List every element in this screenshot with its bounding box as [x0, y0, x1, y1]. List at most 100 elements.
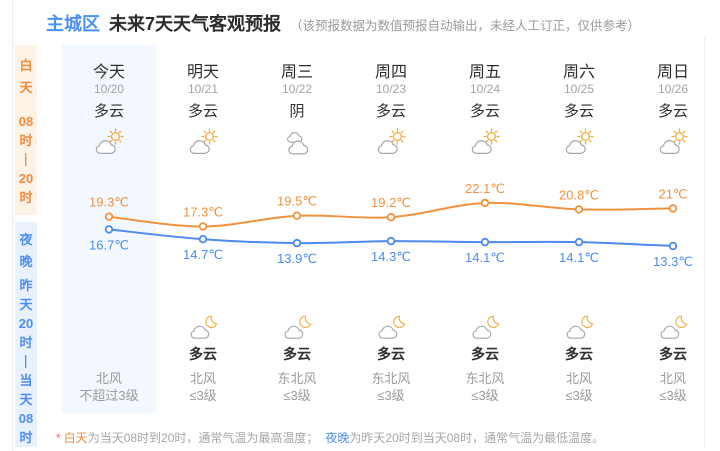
day-time-char: 20: [18, 171, 34, 186]
cloudy-night-icon: [250, 310, 344, 340]
day-date: 10/26: [657, 82, 689, 96]
night-time-char: 时: [19, 335, 33, 350]
day-name: 明天: [186, 64, 219, 81]
night-weather-text: 多云: [377, 346, 405, 362]
right-divider: [704, 38, 705, 447]
svg-text:22.1℃: 22.1℃: [465, 181, 505, 196]
night-time-char: 20: [18, 316, 34, 331]
wind-direction: 北风: [659, 371, 686, 386]
day-weather-text: 多云: [563, 103, 594, 120]
night-weather-text: 多云: [659, 346, 687, 362]
night-time-char: 当: [19, 373, 33, 388]
wind-info: 北风 ≤3级: [156, 370, 250, 404]
wind-direction: 东北风: [277, 371, 317, 386]
day-column[interactable]: 周日 10/26 多云 多云 北风 ≤3级: [626, 45, 720, 413]
svg-text:13.9℃: 13.9℃: [277, 251, 317, 266]
dash-icon: —: [18, 153, 34, 166]
wind-info: 北风 不超过3级: [62, 370, 156, 404]
day-name: 周三: [280, 64, 313, 81]
cloudy-night-icon: [344, 310, 438, 340]
footnote-day-term: 白天: [63, 431, 88, 445]
day-column[interactable]: 周四 10/23 多云 多云 东北风 ≤3级: [344, 45, 438, 413]
day-label-char: 白: [19, 58, 33, 73]
page-title: 未来7天天气客观预报: [109, 14, 282, 34]
wind-level: ≤3级: [189, 388, 217, 403]
night-weather-icon: [62, 310, 156, 340]
day-date: 10/20: [93, 82, 125, 96]
day-weather-text: 多云: [469, 103, 500, 120]
daytime-axis-label: 白 天 08 时 — 20 时: [15, 45, 37, 215]
day-time-char: 08: [18, 114, 34, 129]
wind-info: 东北风 ≤3级: [344, 370, 438, 404]
night-time-char: 时: [19, 430, 33, 445]
day-label-char: 天: [19, 80, 33, 95]
day-weather-text: 阴: [289, 103, 305, 120]
night-axis-label: 夜 晚 昨 天 20 时 — 当 天 08 时: [15, 222, 37, 447]
svg-text:14.7℃: 14.7℃: [183, 247, 223, 262]
cloudy-night-icon: [156, 310, 250, 340]
day-time-char: 时: [19, 190, 33, 205]
night-weather-text: 多云: [189, 346, 217, 362]
day-column[interactable]: 周六 10/25 多云 多云 北风 ≤3级: [532, 45, 626, 413]
svg-text:19.3℃: 19.3℃: [89, 195, 129, 210]
night-weather-text: [62, 340, 156, 364]
wind-info: 北风 ≤3级: [626, 370, 720, 404]
wind-level: ≤3级: [377, 388, 405, 403]
partly-cloudy-day-icon: [438, 122, 532, 160]
day-date: 10/23: [375, 82, 407, 96]
day-date: 10/24: [469, 82, 501, 96]
cloudy-night-icon: [438, 310, 532, 340]
forecast-columns: 今天 10/20 多云 北风 不超过3级 明天 10/21 多云 多云 北风 ≤…: [62, 45, 720, 413]
wind-direction: 北风: [189, 371, 216, 386]
wind-info: 东北风 ≤3级: [250, 370, 344, 404]
partly-cloudy-day-icon: [62, 122, 156, 160]
night-weather-text: 多云: [565, 346, 593, 362]
day-column[interactable]: 周三 10/22 阴 多云 东北风 ≤3级: [250, 45, 344, 413]
footnote-day-text: 为当天08时到20时，通常气温为最高温度；: [87, 431, 319, 445]
day-name: 周日: [656, 64, 689, 81]
footnote-night-term: 夜晚: [325, 431, 350, 445]
svg-text:21℃: 21℃: [658, 186, 687, 201]
wind-level: ≤3级: [283, 388, 311, 403]
day-name: 周五: [468, 64, 501, 81]
day-name: 周四: [374, 64, 407, 81]
svg-text:14.1℃: 14.1℃: [465, 250, 505, 265]
wind-info: 北风 ≤3级: [532, 370, 626, 404]
day-date: 10/21: [187, 82, 219, 96]
night-time-char: 天: [19, 297, 33, 312]
disclaimer-text: （该预报数据为数值预报自动输出，未经人工订正，仅供参考）: [290, 19, 641, 33]
night-time-char: 昨: [19, 278, 33, 293]
night-label-char: 晚: [19, 254, 33, 269]
partly-cloudy-day-icon: [344, 122, 438, 160]
day-date: 10/22: [281, 82, 313, 96]
cloudy-night-icon: [626, 310, 720, 340]
overcast-icon: [250, 122, 344, 160]
wind-level: ≤3级: [471, 388, 499, 403]
left-divider: [12, 0, 13, 451]
day-weather-text: 多云: [375, 103, 406, 120]
svg-text:19.5℃: 19.5℃: [277, 194, 317, 209]
night-label-char: 夜: [19, 232, 33, 247]
region-label[interactable]: 主城区: [46, 14, 100, 34]
wind-direction: 北风: [565, 371, 592, 386]
day-time-char: 时: [19, 133, 33, 148]
day-name: 今天: [92, 64, 125, 81]
wind-level: ≤3级: [659, 388, 687, 403]
day-weather-text: 多云: [657, 103, 688, 120]
temperature-chart: 19.3℃ 17.3℃ 19.5℃ 19.2℃ 22.1℃ 20.8℃ 21℃ 16.7℃ 14…: [89, 181, 693, 269]
svg-text:14.1℃: 14.1℃: [559, 250, 599, 265]
wind-info: 东北风 ≤3级: [438, 370, 532, 404]
dash-icon: —: [18, 355, 34, 368]
day-column[interactable]: 明天 10/21 多云 多云 北风 ≤3级: [156, 45, 250, 413]
wind-direction: 北风: [95, 371, 122, 386]
wind-level: 不超过3级: [79, 388, 139, 403]
night-time-char: 08: [18, 411, 34, 426]
partly-cloudy-day-icon: [532, 122, 626, 160]
day-date: 10/25: [563, 82, 595, 96]
svg-text:17.3℃: 17.3℃: [183, 205, 223, 220]
wind-direction: 东北风: [465, 371, 505, 386]
footnote: * 白天为当天08时到20时，通常气温为最高温度； 夜晚为昨天20时到当天08时，通…: [56, 429, 604, 446]
night-weather-text: 多云: [471, 346, 499, 362]
day-column[interactable]: 周五 10/24 多云 多云 东北风 ≤3级: [438, 45, 532, 413]
